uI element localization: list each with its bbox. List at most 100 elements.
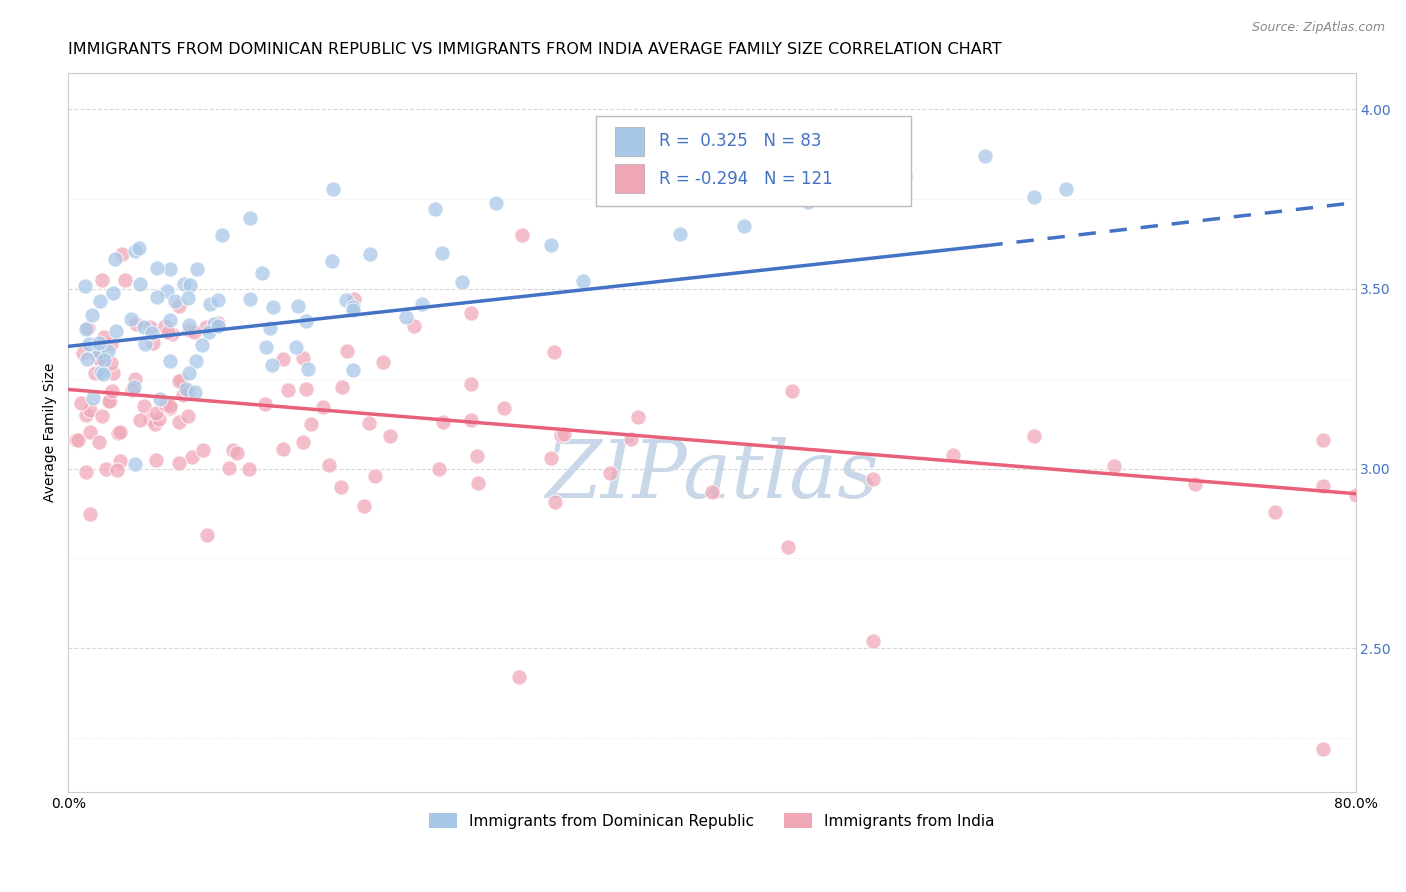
Point xyxy=(510,227,533,242)
Point xyxy=(156,325,179,339)
Point xyxy=(862,472,884,486)
Point xyxy=(343,292,366,306)
Point xyxy=(184,384,207,399)
Point xyxy=(330,380,353,394)
Text: IMMIGRANTS FROM DOMINICAN REPUBLIC VS IMMIGRANTS FROM INDIA AVERAGE FAMILY SIZE : IMMIGRANTS FROM DOMINICAN REPUBLIC VS IM… xyxy=(69,42,1002,57)
Point xyxy=(146,290,169,304)
Point xyxy=(66,433,89,447)
Point xyxy=(114,273,136,287)
Point xyxy=(544,495,567,509)
Point xyxy=(668,227,690,242)
Point xyxy=(191,443,214,458)
Point xyxy=(159,262,181,277)
Point xyxy=(1022,429,1045,443)
Point xyxy=(342,362,364,376)
Point xyxy=(357,416,380,430)
Point xyxy=(1102,459,1125,474)
Point xyxy=(76,352,98,367)
Point xyxy=(101,384,124,398)
Point xyxy=(108,425,131,439)
Text: R = -0.294   N = 121: R = -0.294 N = 121 xyxy=(659,169,832,188)
Point xyxy=(1184,477,1206,491)
Point xyxy=(271,352,294,367)
Point xyxy=(259,320,281,334)
Point xyxy=(627,410,650,425)
Point xyxy=(82,391,104,405)
Point xyxy=(167,415,190,429)
Point xyxy=(77,336,100,351)
Point xyxy=(207,316,229,330)
Point xyxy=(494,401,516,415)
Point xyxy=(540,237,562,252)
Point xyxy=(174,382,197,396)
Point xyxy=(93,329,115,343)
FancyBboxPatch shape xyxy=(596,116,911,206)
Point xyxy=(172,388,194,402)
Point xyxy=(139,320,162,334)
Point xyxy=(79,507,101,521)
Point xyxy=(132,399,155,413)
Point xyxy=(423,202,446,216)
Point xyxy=(395,310,418,325)
Point xyxy=(90,409,112,424)
Point xyxy=(97,344,120,359)
Point xyxy=(179,318,201,332)
Point xyxy=(273,442,295,456)
Point xyxy=(165,293,187,308)
Point xyxy=(134,336,156,351)
Point xyxy=(239,211,262,226)
Point xyxy=(364,469,387,483)
Point xyxy=(87,352,110,367)
Point xyxy=(145,406,167,420)
Point xyxy=(778,541,800,555)
Point xyxy=(94,462,117,476)
Point xyxy=(101,285,124,300)
Point xyxy=(222,442,245,457)
Point xyxy=(128,241,150,255)
Point xyxy=(432,415,454,429)
Point xyxy=(402,319,425,334)
Point xyxy=(550,428,572,442)
Point xyxy=(207,319,229,334)
Point xyxy=(211,227,233,242)
Point xyxy=(124,457,146,471)
Point xyxy=(84,367,107,381)
Point xyxy=(87,434,110,449)
Point xyxy=(318,458,340,473)
Point xyxy=(93,352,115,367)
Point xyxy=(153,319,176,334)
Point xyxy=(202,317,225,331)
Text: Source: ZipAtlas.com: Source: ZipAtlas.com xyxy=(1251,21,1385,35)
Point xyxy=(159,399,181,413)
Point xyxy=(460,306,482,320)
Point xyxy=(460,377,482,392)
Point xyxy=(111,247,134,261)
Point xyxy=(620,432,643,446)
Point xyxy=(322,182,344,196)
Point xyxy=(148,412,170,426)
Point xyxy=(239,292,262,306)
Point xyxy=(782,384,804,398)
Point xyxy=(311,400,333,414)
Point xyxy=(100,394,122,409)
Point xyxy=(89,345,111,359)
Point xyxy=(540,450,562,465)
Point xyxy=(65,434,87,448)
Point xyxy=(110,454,132,468)
Point xyxy=(72,346,94,360)
Point xyxy=(1344,488,1367,502)
Point xyxy=(342,302,364,317)
Point xyxy=(129,413,152,427)
Point xyxy=(73,279,96,293)
Point xyxy=(733,219,755,233)
Point xyxy=(179,278,201,293)
Point xyxy=(75,321,97,335)
Point xyxy=(79,403,101,417)
Point xyxy=(291,351,314,366)
Point xyxy=(177,291,200,305)
Point xyxy=(121,384,143,398)
Point xyxy=(184,354,207,368)
Point xyxy=(1264,505,1286,519)
Point xyxy=(177,323,200,337)
Point xyxy=(167,300,190,314)
